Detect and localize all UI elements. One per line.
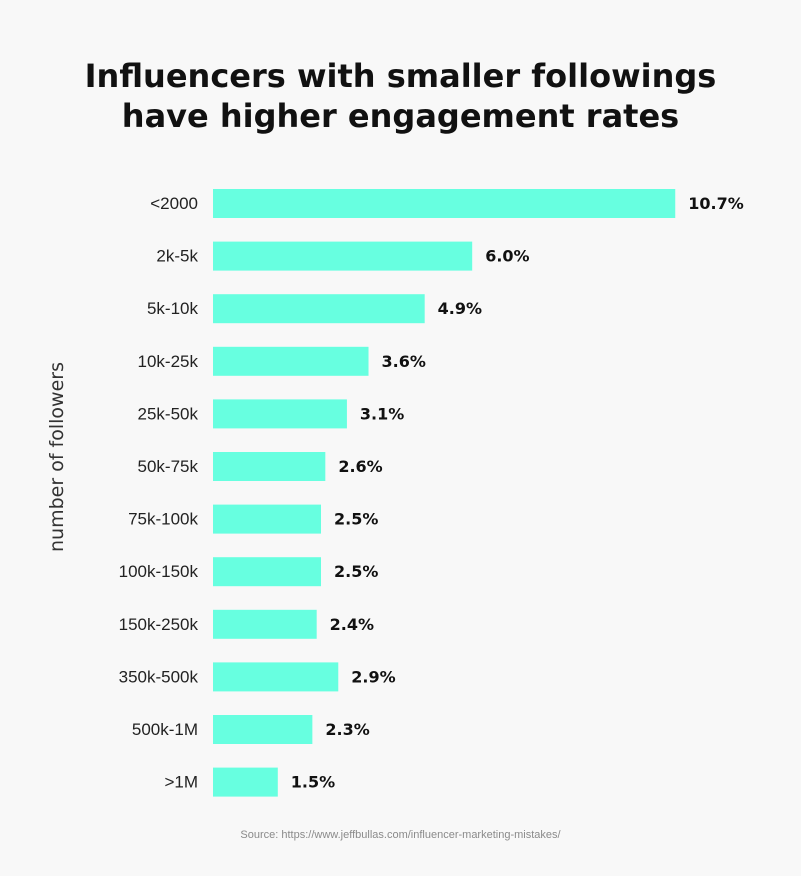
bar xyxy=(213,241,473,271)
category-label: <2000 xyxy=(150,194,198,213)
source-note: Source: https://www.jeffbullas.com/influ… xyxy=(240,829,561,841)
category-label: 10k-25k xyxy=(138,352,199,371)
category-label: 75k-100k xyxy=(128,510,198,529)
value-label: 2.3% xyxy=(325,720,369,739)
category-label: >1M xyxy=(164,773,198,792)
value-label: 3.6% xyxy=(382,352,426,371)
value-label: 2.6% xyxy=(338,457,382,476)
value-label: 2.5% xyxy=(334,510,378,529)
chart-title-line-1: Influencers with smaller followings xyxy=(84,57,717,95)
bar xyxy=(213,767,278,797)
bar xyxy=(213,189,676,218)
category-label: 150k-250k xyxy=(119,615,199,634)
bar xyxy=(213,557,321,587)
chart-title: Influencers with smaller followings have… xyxy=(0,56,801,136)
value-label: 4.9% xyxy=(438,299,482,318)
bar xyxy=(213,399,347,429)
category-label: 100k-150k xyxy=(119,562,199,581)
category-label: 500k-1M xyxy=(132,720,198,739)
category-label: 25k-50k xyxy=(138,404,199,423)
bar xyxy=(213,452,326,481)
bar xyxy=(213,609,317,639)
bar xyxy=(213,294,425,324)
bar xyxy=(213,715,313,744)
chart-title-line-2: have higher engagement rates xyxy=(121,97,680,135)
value-label: 6.0% xyxy=(485,247,529,266)
bar xyxy=(213,662,339,692)
value-label: 2.4% xyxy=(330,615,374,634)
category-label: 50k-75k xyxy=(138,457,199,476)
value-label: 1.5% xyxy=(291,773,335,792)
value-label: 10.7% xyxy=(688,194,744,213)
value-label: 2.5% xyxy=(334,562,378,581)
bar xyxy=(213,504,321,534)
category-label: 5k-10k xyxy=(147,299,199,318)
category-label: 2k-5k xyxy=(156,247,198,266)
bar xyxy=(213,346,369,376)
category-label: 350k-500k xyxy=(119,667,199,686)
value-label: 2.9% xyxy=(351,667,395,686)
value-label: 3.1% xyxy=(360,404,404,423)
